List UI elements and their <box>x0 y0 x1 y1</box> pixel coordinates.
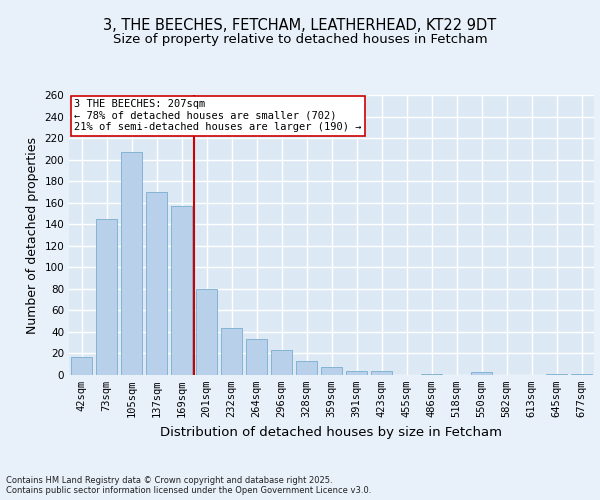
Bar <box>421 374 442 375</box>
Bar <box>196 289 217 375</box>
Bar <box>546 374 567 375</box>
Y-axis label: Number of detached properties: Number of detached properties <box>26 136 39 334</box>
Bar <box>121 152 142 375</box>
Text: 3, THE BEECHES, FETCHAM, LEATHERHEAD, KT22 9DT: 3, THE BEECHES, FETCHAM, LEATHERHEAD, KT… <box>103 18 497 32</box>
Bar <box>221 328 242 375</box>
Bar <box>296 361 317 375</box>
Bar <box>271 350 292 375</box>
Bar <box>146 192 167 375</box>
Bar <box>346 370 367 375</box>
Bar <box>371 370 392 375</box>
Bar <box>171 206 192 375</box>
Text: Contains HM Land Registry data © Crown copyright and database right 2025.
Contai: Contains HM Land Registry data © Crown c… <box>6 476 371 495</box>
Bar <box>321 368 342 375</box>
Text: 3 THE BEECHES: 207sqm
← 78% of detached houses are smaller (702)
21% of semi-det: 3 THE BEECHES: 207sqm ← 78% of detached … <box>74 99 362 132</box>
Bar <box>246 340 267 375</box>
Bar <box>71 356 92 375</box>
Bar <box>96 219 117 375</box>
Bar <box>471 372 492 375</box>
Text: Size of property relative to detached houses in Fetcham: Size of property relative to detached ho… <box>113 32 487 46</box>
Bar <box>571 374 592 375</box>
X-axis label: Distribution of detached houses by size in Fetcham: Distribution of detached houses by size … <box>161 426 503 438</box>
